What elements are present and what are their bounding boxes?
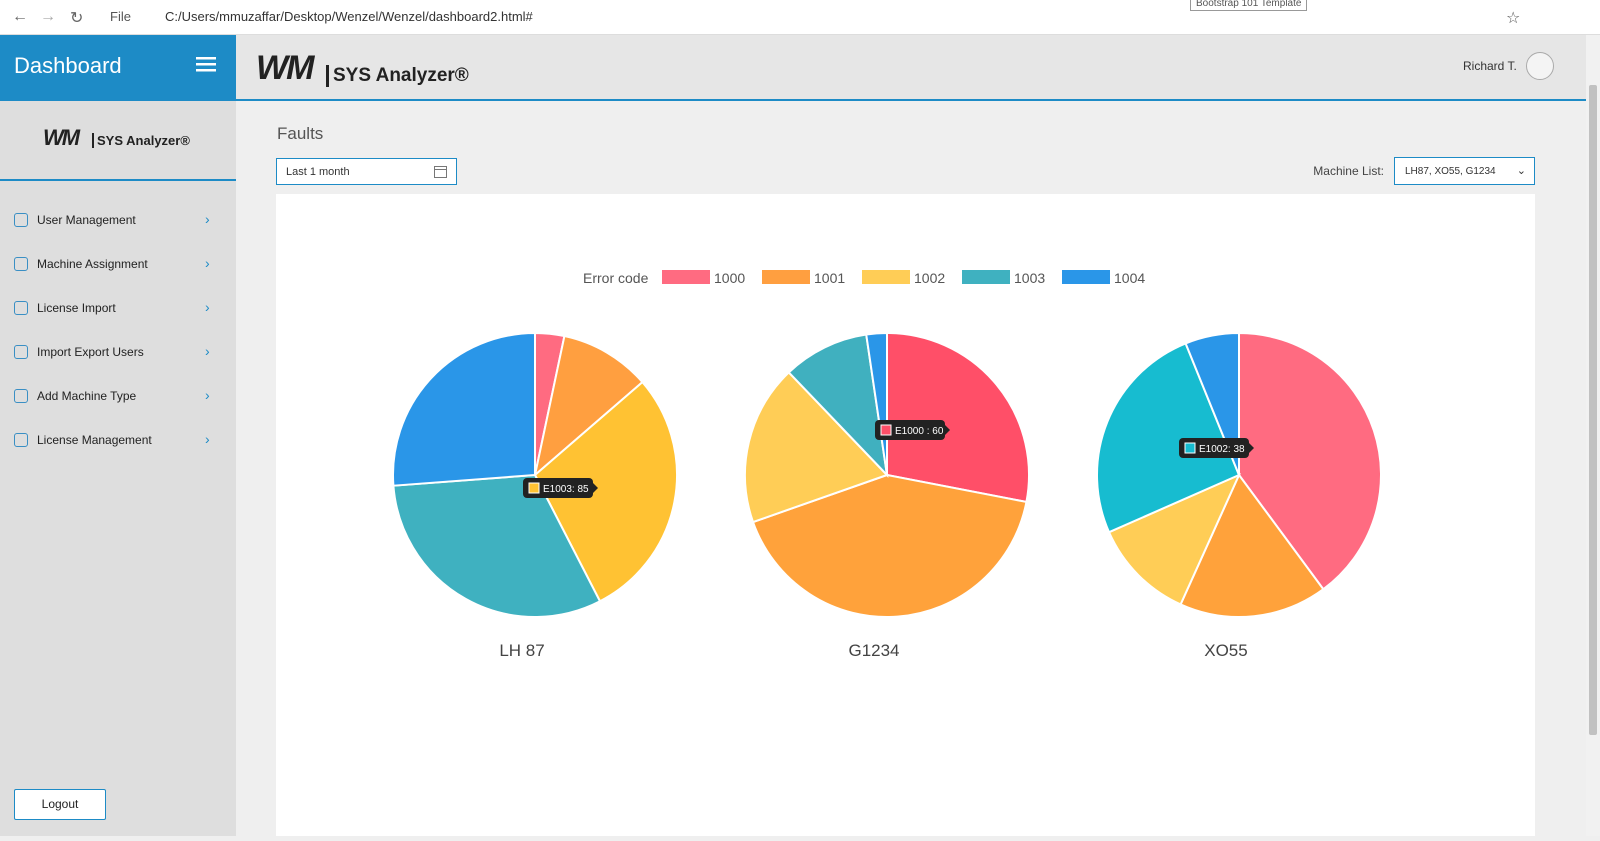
menu-label: Add Machine Type	[37, 389, 137, 403]
date-filter[interactable]: Last 1 month	[276, 158, 457, 185]
menu-item[interactable]: User Management ›	[14, 211, 214, 235]
tooltip: E1002: 38	[1179, 438, 1254, 458]
menu-chevron: ›	[205, 299, 210, 315]
charts: Error code 1000 1001 1002 1003 1004 LH 87 E1003…	[392, 270, 1382, 660]
menu-item[interactable]: Add Machine Type ›	[14, 387, 214, 411]
chart-title: LH 87	[499, 641, 544, 660]
menu-label: Machine Assignment	[37, 257, 148, 271]
tooltip: E1000 : 60	[875, 420, 950, 440]
menu-chevron: ›	[205, 387, 210, 403]
menu-icon	[14, 433, 28, 447]
pie-slice	[744, 370, 889, 524]
pie-slice	[1238, 331, 1382, 591]
scrollbar[interactable]	[1586, 35, 1600, 836]
back-button[interactable]: ←	[12, 8, 28, 25]
pie-slice	[1107, 473, 1241, 606]
legend-swatch	[1062, 270, 1110, 284]
menu-chevron: ›	[205, 211, 210, 227]
pie-slice	[392, 473, 602, 618]
legend-label: 1001	[814, 270, 845, 286]
menu-icon	[14, 301, 28, 315]
pie-slice	[751, 473, 1028, 618]
menu-icon	[14, 213, 28, 227]
menu-toggle[interactable]	[196, 57, 218, 73]
logout-button[interactable]: Logout	[14, 789, 106, 820]
machine-list-label: Machine List:	[1313, 164, 1384, 178]
reload-button[interactable]: ↻	[70, 10, 84, 27]
logo-text: SYS Analyzer®	[92, 133, 190, 148]
tooltip-box	[1179, 438, 1249, 458]
tooltip-pointer	[945, 425, 950, 435]
date-filter-value: Last 1 month	[286, 166, 350, 178]
legend-swatch	[962, 270, 1010, 284]
chart-title: G1234	[848, 641, 899, 660]
pie-slice	[533, 334, 644, 478]
legend-label: 1000	[714, 270, 745, 286]
logo-text: SYS Analyzer®	[326, 65, 469, 87]
pie-slice	[533, 380, 678, 603]
sidebar-title: Dashboard	[14, 53, 122, 78]
tooltip-box	[523, 478, 593, 498]
machine-list-select[interactable]: LH87, XO55, G1234 ⌄	[1394, 157, 1535, 185]
legend-label: 1004	[1114, 270, 1145, 286]
legend-label: 1003	[1014, 270, 1045, 286]
menu-label: User Management	[37, 213, 136, 227]
tooltip-box	[875, 420, 945, 440]
logo-mark: WM	[43, 125, 80, 150]
menu-icon	[14, 389, 28, 403]
legend-swatch	[662, 270, 710, 284]
legend-label: 1002	[914, 270, 945, 286]
address-url[interactable]: C:/Users/mmuzaffar/Desktop/Wenzel/Wenzel…	[165, 9, 533, 24]
menu-chevron: ›	[205, 343, 210, 359]
bookmark-star[interactable]: ☆	[1506, 10, 1521, 27]
tooltip-pointer	[1249, 443, 1254, 453]
tooltip-swatch	[528, 482, 540, 494]
menu-icon	[14, 345, 28, 359]
forward-button[interactable]: →	[40, 8, 56, 25]
tooltip-swatch	[880, 424, 892, 436]
menu-chevron: ›	[205, 431, 210, 447]
menu-label: License Management	[37, 433, 152, 447]
tooltip-swatch	[1184, 442, 1196, 454]
header: WM SYS Analyzer® Richard T.	[236, 35, 1586, 101]
dropdown-arrow: ⌄	[1516, 165, 1526, 177]
pie-slice	[1096, 342, 1241, 534]
tooltip-text: E1002: 38	[1199, 444, 1245, 455]
page-title: Faults	[277, 124, 324, 143]
tooltip-text: E1003: 85	[543, 484, 589, 495]
tooltip: Bootstrap 101 Template	[1190, 0, 1308, 11]
machine-list-value: LH87, XO55, G1234	[1405, 166, 1496, 177]
pie-slice	[787, 333, 889, 478]
user-avatar[interactable]	[1526, 52, 1554, 80]
menu-chevron: ›	[205, 255, 210, 271]
chart-title: XO55	[1204, 641, 1247, 660]
user-name[interactable]: Richard T.	[1463, 59, 1517, 73]
sidebar-top: Dashboard	[0, 35, 236, 101]
tooltip: E1003: 85	[523, 478, 598, 498]
address-prefix: File	[110, 9, 131, 24]
menu-icon	[14, 257, 28, 271]
menu-item[interactable]: Import Export Users ›	[14, 343, 214, 367]
sidebar: Dashboard WM SYS Analyzer® User Manageme…	[0, 35, 236, 836]
tooltip-text: E1000 : 60	[895, 426, 944, 437]
menu-item[interactable]: License Management ›	[14, 431, 214, 455]
sidebar-logo: WM SYS Analyzer®	[0, 101, 236, 181]
menu-label: Import Export Users	[37, 345, 144, 359]
logo-mark: WM	[256, 49, 314, 87]
legend-swatch	[762, 270, 810, 284]
chart-card: Error code 1000 1001 1002 1003 1004 LH 87 E1003…	[276, 194, 1535, 836]
legend-swatch	[862, 270, 910, 284]
pie-slice	[1179, 473, 1325, 618]
pie-slice	[392, 331, 536, 487]
calendar-icon	[434, 166, 447, 178]
browser-bar: ← → ↻ File C:/Users/mmuzaffar/Desktop/We…	[0, 0, 1600, 35]
menu-item[interactable]: Machine Assignment ›	[14, 255, 214, 279]
menu-label: License Import	[37, 301, 116, 315]
tooltip-pointer	[593, 483, 598, 493]
scrollbar-thumb[interactable]	[1589, 85, 1597, 735]
menu-item[interactable]: License Import ›	[14, 299, 214, 323]
pie-slice	[886, 331, 1030, 504]
legend-title: Error code	[583, 270, 649, 286]
